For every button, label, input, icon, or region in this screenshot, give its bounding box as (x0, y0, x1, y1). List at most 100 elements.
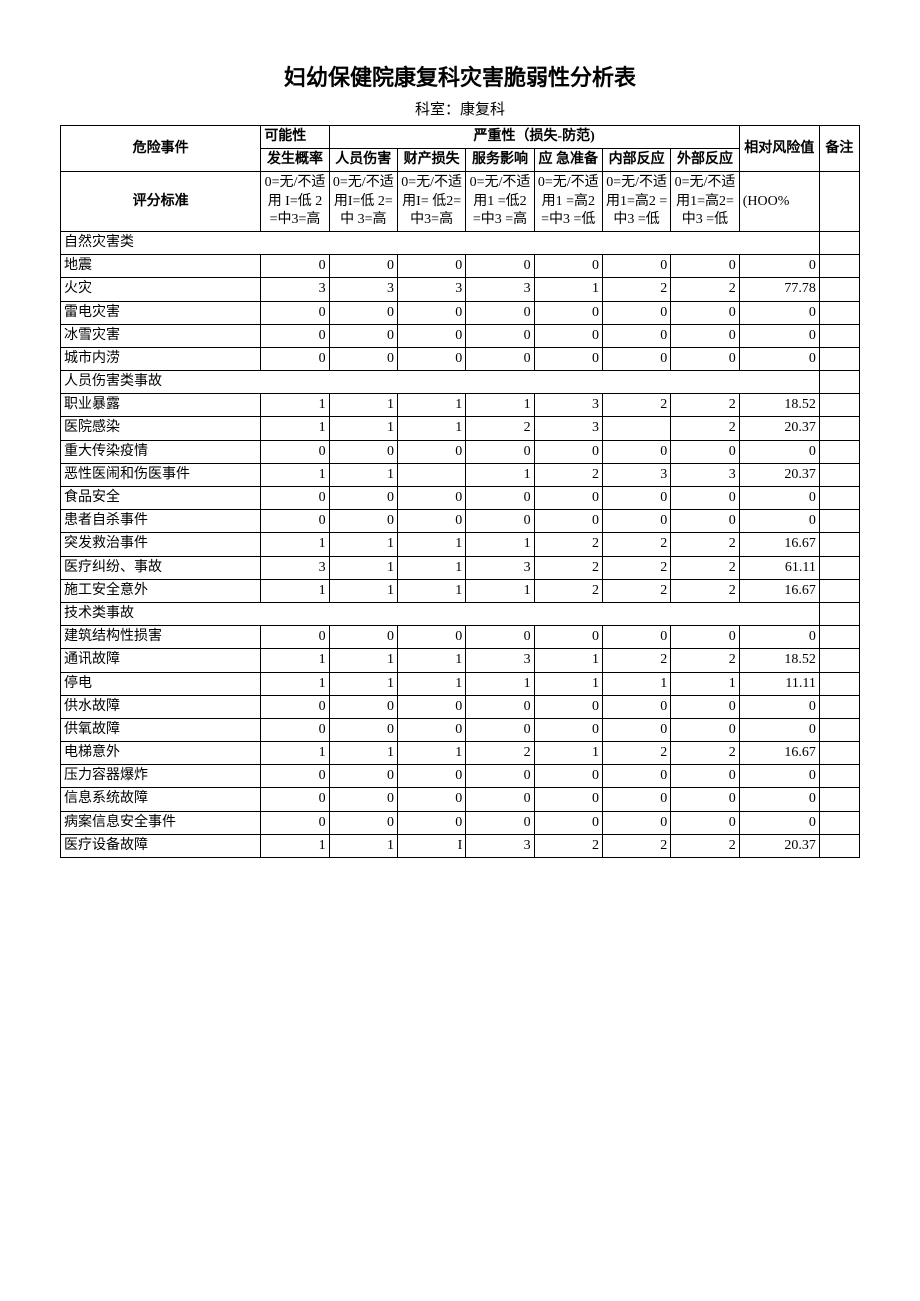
value-cell: 0 (329, 765, 397, 788)
category-row: 技术类事故 (61, 602, 860, 625)
value-cell: 2 (671, 278, 739, 301)
col-external: 外部反应 (671, 149, 739, 172)
value-cell: 0 (329, 301, 397, 324)
value-cell: 1 (329, 394, 397, 417)
value-cell: 3 (261, 556, 329, 579)
note-cell (819, 255, 859, 278)
value-cell: 0 (397, 718, 465, 741)
value-cell: 3 (671, 463, 739, 486)
col-event: 危险事件 (61, 126, 261, 172)
value-cell: 0 (261, 255, 329, 278)
value-cell: 2 (534, 556, 602, 579)
value-cell: 0 (671, 765, 739, 788)
value-cell: 0 (329, 626, 397, 649)
value-cell: 0 (671, 811, 739, 834)
value-cell: 1 (602, 672, 670, 695)
value-cell: 2 (534, 533, 602, 556)
col-probability: 发生概率 (261, 149, 329, 172)
value-cell: 0 (329, 255, 397, 278)
event-label: 供氧故障 (61, 718, 261, 741)
value-cell: 0 (466, 301, 534, 324)
value-cell: 1 (397, 394, 465, 417)
risk-cell: 0 (739, 487, 819, 510)
value-cell: 0 (602, 510, 670, 533)
value-cell: 1 (261, 672, 329, 695)
value-cell: 0 (397, 255, 465, 278)
risk-cell: 77.78 (739, 278, 819, 301)
value-cell: 3 (466, 834, 534, 857)
value-cell: 2 (602, 579, 670, 602)
value-cell: 0 (534, 347, 602, 370)
value-cell: 0 (602, 788, 670, 811)
data-row: 食品安全00000000 (61, 487, 860, 510)
risk-cell: 0 (739, 811, 819, 834)
value-cell: 1 (397, 556, 465, 579)
event-label: 供水故障 (61, 695, 261, 718)
scoring-note (819, 172, 859, 232)
category-row: 人员伤害类事故 (61, 371, 860, 394)
value-cell: 0 (261, 718, 329, 741)
value-cell: 0 (466, 811, 534, 834)
note-cell (819, 417, 859, 440)
value-cell: 2 (671, 649, 739, 672)
value-cell: 0 (671, 301, 739, 324)
data-row: 突发救治事件111122216.67 (61, 533, 860, 556)
note-cell (819, 440, 859, 463)
value-cell: 0 (466, 788, 534, 811)
value-cell: 0 (602, 301, 670, 324)
value-cell: 1 (466, 394, 534, 417)
value-cell: 1 (466, 579, 534, 602)
data-row: 城市内涝00000000 (61, 347, 860, 370)
note-cell (819, 742, 859, 765)
value-cell: 0 (261, 765, 329, 788)
note-cell (819, 487, 859, 510)
note-cell (819, 788, 859, 811)
value-cell: 1 (534, 742, 602, 765)
data-row: 医疗设备故障11I322220.37 (61, 834, 860, 857)
event-label: 电梯意外 (61, 742, 261, 765)
note-cell (819, 347, 859, 370)
value-cell: 2 (602, 278, 670, 301)
value-cell: 0 (397, 510, 465, 533)
value-cell: 1 (261, 463, 329, 486)
value-cell: 2 (671, 394, 739, 417)
data-row: 职业暴露111132218.52 (61, 394, 860, 417)
value-cell (397, 463, 465, 486)
scoring-property: 0=无/不适用I= 低2=中3=高 (397, 172, 465, 232)
value-cell: 3 (397, 278, 465, 301)
value-cell: 0 (671, 255, 739, 278)
value-cell: 0 (466, 718, 534, 741)
value-cell: 1 (534, 649, 602, 672)
value-cell: 2 (671, 556, 739, 579)
value-cell: 0 (397, 347, 465, 370)
data-row: 供水故障00000000 (61, 695, 860, 718)
value-cell: 1 (329, 742, 397, 765)
value-cell: 0 (534, 440, 602, 463)
data-row: 医院感染11123220.37 (61, 417, 860, 440)
value-cell: 0 (466, 487, 534, 510)
value-cell: 0 (329, 324, 397, 347)
value-cell: 1 (397, 417, 465, 440)
category-label: 技术类事故 (61, 602, 820, 625)
value-cell: 0 (261, 510, 329, 533)
note-cell (819, 672, 859, 695)
risk-cell: 0 (739, 695, 819, 718)
value-cell: 3 (466, 649, 534, 672)
value-cell: 2 (602, 834, 670, 857)
value-cell: 0 (602, 255, 670, 278)
value-cell: 0 (261, 788, 329, 811)
risk-cell: 0 (739, 440, 819, 463)
value-cell: 0 (329, 718, 397, 741)
value-cell: 0 (466, 626, 534, 649)
data-row: 停电111111111.11 (61, 672, 860, 695)
data-row: 火灾333312277.78 (61, 278, 860, 301)
scoring-service: 0=无/不适用1 =低2 =中3 =高 (466, 172, 534, 232)
value-cell: 1 (397, 579, 465, 602)
value-cell: 0 (397, 765, 465, 788)
value-cell: 0 (602, 324, 670, 347)
data-row: 冰雪灾害00000000 (61, 324, 860, 347)
value-cell: I (397, 834, 465, 857)
event-label: 医疗纠纷、事故 (61, 556, 261, 579)
value-cell: 1 (534, 672, 602, 695)
note-cell (819, 278, 859, 301)
